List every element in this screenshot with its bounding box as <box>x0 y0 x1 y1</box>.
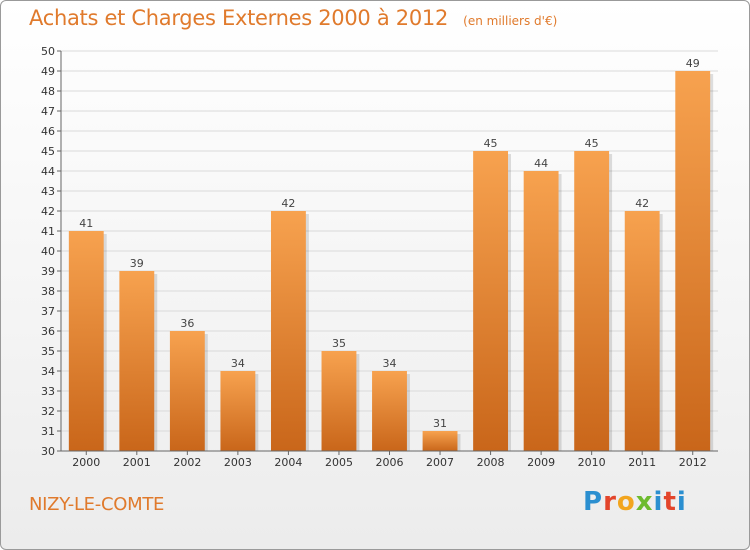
y-tick-label: 43 <box>41 185 55 198</box>
y-tick-label: 36 <box>41 325 55 338</box>
y-tick-label: 46 <box>41 125 55 138</box>
y-tick-label: 50 <box>41 45 55 58</box>
bar-2000 <box>68 231 104 451</box>
bar-2011 <box>624 211 660 451</box>
value-label: 49 <box>686 57 700 70</box>
y-tick-label: 49 <box>41 65 55 78</box>
y-tick-label: 34 <box>41 365 55 378</box>
y-tick-label: 40 <box>41 245 55 258</box>
bar-2008 <box>473 151 509 451</box>
x-tick-label: 2001 <box>123 456 151 469</box>
bar-2002 <box>169 331 205 451</box>
value-label: 45 <box>585 137 599 150</box>
logo-letter: o <box>616 487 636 517</box>
bar-2007 <box>422 431 458 451</box>
y-tick-label: 35 <box>41 345 55 358</box>
logo-letter: i <box>653 487 664 517</box>
y-tick-label: 33 <box>41 385 55 398</box>
bar-2003 <box>220 371 256 451</box>
chart-title: Achats et Charges Externes 2000 à 2012 <box>29 6 449 30</box>
logo-letter: r <box>603 487 617 517</box>
logo-letter: i <box>676 487 687 517</box>
bar-2010 <box>574 151 610 451</box>
y-tick-label: 47 <box>41 105 55 118</box>
location-label: NIZY-LE-COMTE <box>29 494 165 515</box>
value-label: 42 <box>281 197 295 210</box>
y-tick-label: 45 <box>41 145 55 158</box>
logo-letter: t <box>663 487 677 517</box>
y-tick-label: 41 <box>41 225 55 238</box>
y-tick-label: 32 <box>41 405 55 418</box>
value-label: 39 <box>130 257 144 270</box>
value-label: 34 <box>383 357 397 370</box>
logo-letter: x <box>635 487 654 517</box>
proxiti-logo: Proxiti <box>583 487 687 517</box>
bar-2005 <box>321 351 357 451</box>
value-label: 45 <box>484 137 498 150</box>
x-tick-label: 2005 <box>325 456 353 469</box>
y-tick-label: 42 <box>41 205 55 218</box>
x-tick-label: 2010 <box>578 456 606 469</box>
y-tick-label: 44 <box>41 165 55 178</box>
value-label: 44 <box>534 157 548 170</box>
x-tick-label: 2009 <box>527 456 555 469</box>
value-label: 34 <box>231 357 245 370</box>
x-tick-label: 2007 <box>426 456 454 469</box>
logo-letter: P <box>583 487 604 517</box>
value-label: 36 <box>180 317 194 330</box>
chart-unit: (en milliers d'€) <box>463 14 558 28</box>
x-tick-label: 2000 <box>72 456 100 469</box>
value-label: 42 <box>635 197 649 210</box>
title-row: Achats et Charges Externes 2000 à 2012 (… <box>29 6 557 30</box>
x-tick-label: 2006 <box>376 456 404 469</box>
x-tick-label: 2003 <box>224 456 252 469</box>
x-tick-label: 2008 <box>477 456 505 469</box>
y-tick-label: 38 <box>41 285 55 298</box>
x-tick-label: 2002 <box>173 456 201 469</box>
bar-2009 <box>523 171 559 451</box>
value-label: 41 <box>79 217 93 230</box>
x-tick-label: 2004 <box>274 456 302 469</box>
value-label: 31 <box>433 417 447 430</box>
y-tick-label: 48 <box>41 85 55 98</box>
value-label: 35 <box>332 337 346 350</box>
bar-2012 <box>675 71 711 451</box>
y-tick-label: 30 <box>41 445 55 458</box>
bar-2001 <box>119 271 155 451</box>
x-tick-label: 2011 <box>628 456 656 469</box>
y-tick-label: 39 <box>41 265 55 278</box>
bar-2004 <box>270 211 306 451</box>
x-tick-label: 2012 <box>679 456 707 469</box>
y-tick-label: 37 <box>41 305 55 318</box>
bar-2006 <box>372 371 407 451</box>
y-tick-label: 31 <box>41 425 55 438</box>
